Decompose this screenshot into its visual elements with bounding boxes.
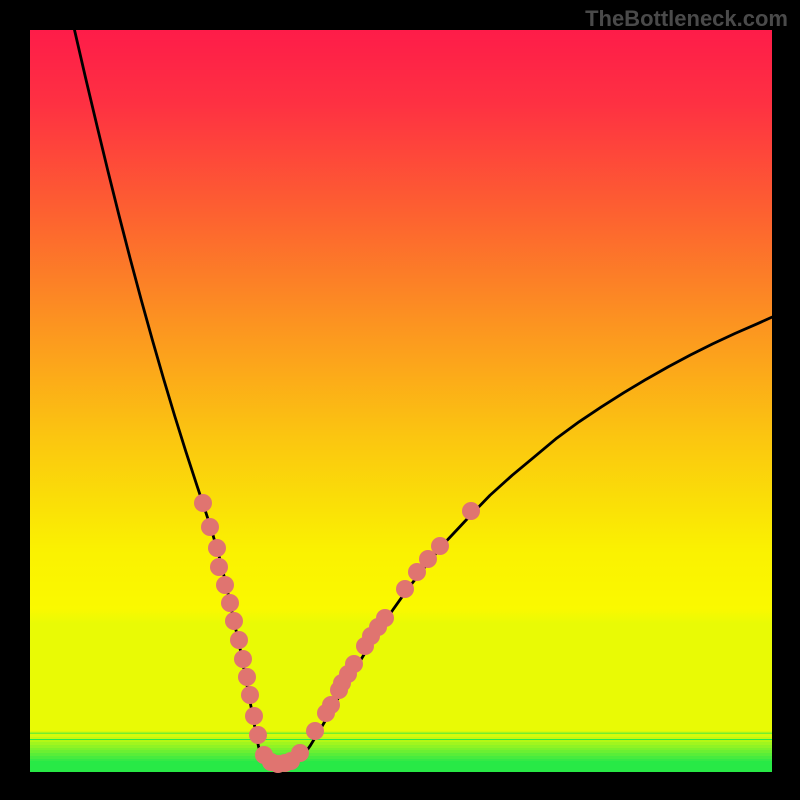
data-point-marker [431, 537, 449, 555]
bottleneck-curve [30, 30, 772, 772]
data-point-marker [291, 744, 309, 762]
data-point-marker [225, 612, 243, 630]
data-point-marker [462, 502, 480, 520]
watermark-text: TheBottleneck.com [585, 6, 788, 32]
data-point-marker [376, 609, 394, 627]
data-point-marker [216, 576, 234, 594]
chart-canvas: { "watermark": { "text": "TheBottleneck.… [0, 0, 800, 800]
data-point-marker [396, 580, 414, 598]
plot-area [30, 30, 772, 772]
curve-path [75, 30, 772, 769]
data-point-marker [241, 686, 259, 704]
data-point-marker [208, 539, 226, 557]
data-point-marker [210, 558, 228, 576]
data-point-marker [230, 631, 248, 649]
data-point-marker [194, 494, 212, 512]
data-point-marker [306, 722, 324, 740]
data-point-marker [345, 655, 363, 673]
data-point-marker [245, 707, 263, 725]
data-point-marker [221, 594, 239, 612]
data-point-marker [238, 668, 256, 686]
data-point-marker [234, 650, 252, 668]
data-point-marker [201, 518, 219, 536]
data-point-marker [249, 726, 267, 744]
